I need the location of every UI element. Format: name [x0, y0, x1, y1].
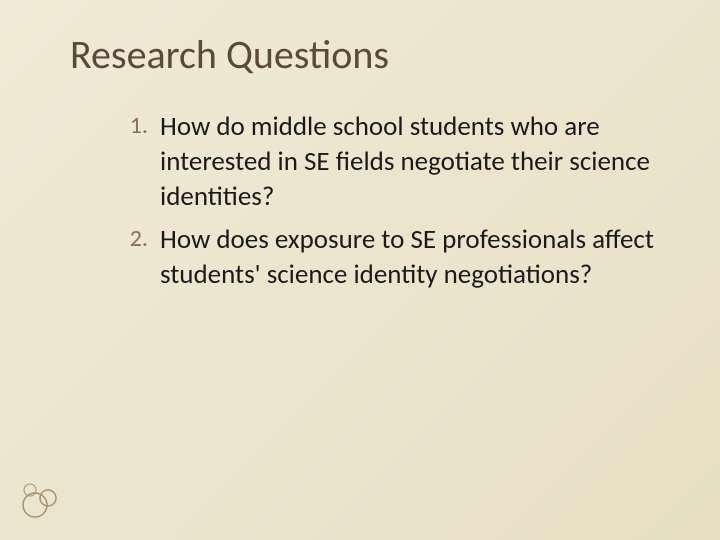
slide-title: Research Questions — [70, 30, 670, 79]
question-list: 1. How do middle school students who are… — [70, 109, 670, 292]
list-text: How do middle school students who are in… — [160, 109, 670, 214]
list-number: 2. — [120, 222, 160, 256]
list-text: How does exposure to SE professionals af… — [160, 222, 670, 292]
list-number: 1. — [120, 109, 160, 143]
slide-container: Research Questions 1. How do middle scho… — [0, 0, 720, 540]
list-item: 1. How do middle school students who are… — [120, 109, 670, 214]
list-item: 2. How does exposure to SE professionals… — [120, 222, 670, 292]
corner-decoration-icon — [20, 470, 70, 520]
